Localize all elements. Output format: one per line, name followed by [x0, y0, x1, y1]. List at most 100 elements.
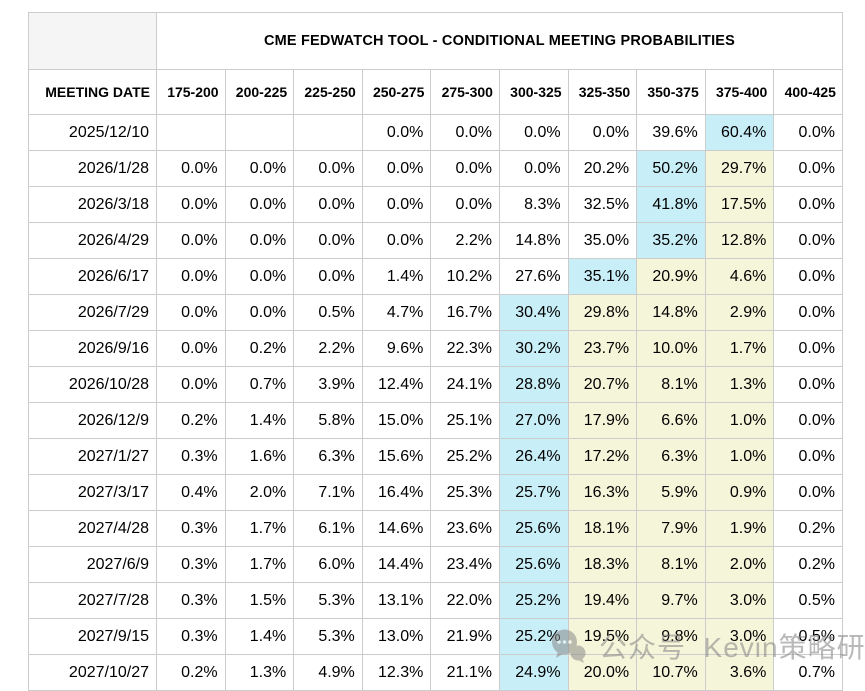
probability-cell: 0.0% [224, 186, 295, 223]
probability-cell: 0.2% [156, 654, 226, 691]
probability-cell: 0.0% [773, 474, 843, 511]
probability-cell: 0.7% [773, 654, 843, 691]
meeting-date-header: MEETING DATE [28, 69, 157, 115]
probability-cell: 0.0% [773, 186, 843, 223]
probability-cell: 16.3% [567, 474, 638, 511]
table-row: 2027/4/28 0.3% 1.7% 6.1% 14.6% 23.6% 25.6% 18.1… [28, 510, 843, 547]
probability-cell: 0.3% [156, 510, 226, 547]
probability-cell: 0.0% [498, 150, 569, 187]
rate-range-header: 325-350 [567, 69, 638, 115]
probability-cell: 2.2% [293, 330, 363, 367]
probability-cell: 1.0% [704, 438, 775, 475]
probability-cell: 25.2% [498, 582, 569, 619]
probability-cell: 21.9% [430, 618, 500, 655]
probability-cell: 25.2% [498, 618, 569, 655]
probability-cell: 30.2% [498, 330, 569, 367]
probability-cell: 28.8% [498, 366, 569, 403]
meeting-date-cell: 2026/7/29 [28, 294, 157, 331]
probability-cell: 0.0% [498, 114, 569, 151]
probability-cell [156, 114, 226, 151]
probability-cell: 0.0% [773, 330, 843, 367]
table-row: 2027/10/27 0.2% 1.3% 4.9% 12.3% 21.1% 24.9% 20.… [28, 654, 843, 691]
probability-cell: 0.0% [361, 222, 432, 259]
probability-cell: 4.9% [293, 654, 363, 691]
probability-cell: 29.7% [704, 150, 775, 187]
meeting-date-cell: 2026/3/18 [28, 186, 157, 223]
probability-cell: 30.4% [498, 294, 569, 331]
probability-cell: 1.0% [704, 402, 775, 439]
meeting-date-cell: 2026/1/28 [28, 150, 157, 187]
probability-cell: 41.8% [636, 186, 706, 223]
probability-cell: 25.2% [430, 438, 500, 475]
probability-cell: 1.7% [704, 330, 775, 367]
meeting-date-cell: 2027/9/15 [28, 618, 157, 655]
probability-cell: 6.0% [293, 546, 363, 583]
probability-cell: 25.6% [498, 546, 569, 583]
probability-cell: 0.5% [773, 582, 843, 619]
table-row: 2027/1/27 0.3% 1.6% 6.3% 15.6% 25.2% 26.4% 17.2… [28, 438, 843, 475]
probability-cell: 5.3% [293, 618, 363, 655]
meeting-date-cell: 2027/10/27 [28, 654, 157, 691]
probability-cell: 0.0% [773, 402, 843, 439]
probability-cell: 0.0% [773, 438, 843, 475]
table-row: 2026/1/28 0.0% 0.0% 0.0% 0.0% 0.0% 0.0% 20.2% 50… [28, 150, 843, 187]
title-row: CME FEDWATCH TOOL - CONDITIONAL MEETING … [28, 12, 843, 70]
table-row: 2026/4/29 0.0% 0.0% 0.0% 0.0% 2.2% 14.8% 35.0% 3… [28, 222, 843, 259]
column-header-row: MEETING DATE 175-200 200-225 225-250 250-27… [28, 69, 843, 115]
probability-cell: 2.0% [704, 546, 775, 583]
probability-cell: 0.0% [156, 294, 226, 331]
probability-cell: 0.0% [224, 294, 295, 331]
table-row: 2026/10/28 0.0% 0.7% 3.9% 12.4% 24.1% 28.8% 20.… [28, 366, 843, 403]
probability-cell: 17.5% [704, 186, 775, 223]
meeting-date-cell: 2027/6/9 [28, 546, 157, 583]
probability-cell: 14.8% [498, 222, 569, 259]
table-row: 2026/3/18 0.0% 0.0% 0.0% 0.0% 0.0% 8.3% 32.5% 41… [28, 186, 843, 223]
rate-range-header: 200-225 [224, 69, 295, 115]
probability-cell: 32.5% [567, 186, 638, 223]
probability-cell: 6.3% [636, 438, 706, 475]
probability-cell: 10.0% [636, 330, 706, 367]
probability-cell: 25.7% [498, 474, 569, 511]
probability-cell: 0.0% [156, 258, 226, 295]
probability-cell: 0.0% [156, 186, 226, 223]
probability-cell: 14.8% [636, 294, 706, 331]
table-row: 2025/12/10 0.0% 0.0% 0.0% 0.0% 39.6% 60.4% 0.0% [28, 114, 843, 151]
probability-cell: 0.2% [224, 330, 295, 367]
probability-cell: 29.8% [567, 294, 638, 331]
meeting-date-cell: 2027/1/27 [28, 438, 157, 475]
probability-cell: 0.0% [773, 258, 843, 295]
probability-cell: 0.0% [156, 222, 226, 259]
meeting-date-cell: 2026/12/9 [28, 402, 157, 439]
probability-cell: 0.5% [773, 618, 843, 655]
meeting-date-cell: 2027/3/17 [28, 474, 157, 511]
probability-cell: 0.0% [430, 150, 500, 187]
probability-cell: 0.0% [773, 294, 843, 331]
rate-range-header: 275-300 [430, 69, 500, 115]
table-row: 2027/9/15 0.3% 1.4% 5.3% 13.0% 21.9% 25.2% 19.5… [28, 618, 843, 655]
probability-cell: 13.1% [361, 582, 432, 619]
probability-cell: 0.9% [704, 474, 775, 511]
probability-cell: 20.2% [567, 150, 638, 187]
probability-cell: 0.3% [156, 438, 226, 475]
probability-cell: 8.1% [636, 546, 706, 583]
probability-cell: 0.0% [773, 150, 843, 187]
probability-cell: 35.2% [636, 222, 706, 259]
probability-cell: 35.0% [567, 222, 638, 259]
probability-cell: 25.3% [430, 474, 500, 511]
rate-range-header: 375-400 [704, 69, 775, 115]
probability-cell: 20.7% [567, 366, 638, 403]
probability-cell: 0.3% [156, 582, 226, 619]
probability-cell: 25.6% [498, 510, 569, 547]
probability-cell: 26.4% [498, 438, 569, 475]
probability-cell: 16.7% [430, 294, 500, 331]
fedwatch-table-container: CME FEDWATCH TOOL - CONDITIONAL MEETING … [28, 12, 865, 691]
meeting-date-cell: 2026/6/17 [28, 258, 157, 295]
meeting-date-cell: 2025/12/10 [28, 114, 157, 151]
probability-cell: 0.0% [361, 114, 432, 151]
rate-range-header: 225-250 [293, 69, 363, 115]
rate-range-header: 175-200 [156, 69, 226, 115]
probability-cell: 23.6% [430, 510, 500, 547]
probability-cell: 12.8% [704, 222, 775, 259]
probability-cell: 13.0% [361, 618, 432, 655]
corner-cell [28, 12, 157, 70]
